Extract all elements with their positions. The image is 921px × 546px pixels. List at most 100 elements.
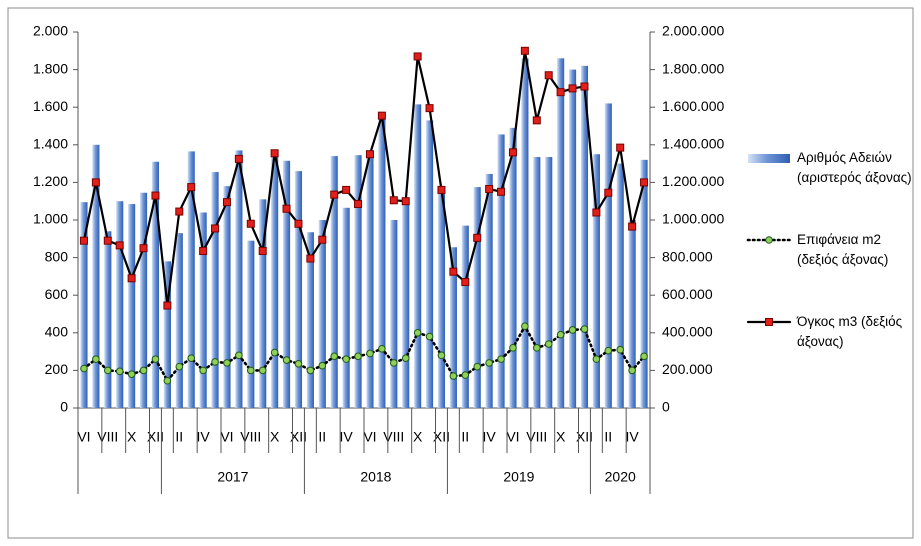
bar [628, 220, 636, 408]
marker [270, 348, 279, 357]
marker [175, 362, 184, 371]
x-tick-label: II [318, 429, 326, 445]
x-tick-label: II [461, 429, 469, 445]
x-tick-label: X [556, 429, 566, 445]
bar [485, 173, 493, 408]
marker [640, 352, 648, 361]
marker [425, 332, 434, 341]
y2-tick-label: 1.600.000 [662, 98, 724, 114]
marker [103, 366, 112, 375]
bar [211, 172, 219, 408]
marker [258, 366, 267, 375]
bar [199, 212, 207, 408]
y-tick-label: 600 [45, 286, 69, 302]
marker [497, 355, 505, 363]
marker [91, 178, 100, 187]
x-tick-label: IV [626, 429, 640, 445]
marker [342, 355, 350, 363]
marker [628, 366, 636, 375]
bar [425, 120, 434, 409]
marker [270, 149, 279, 158]
x-tick-label: XII [290, 429, 307, 445]
marker [92, 355, 100, 363]
x-tick-label: XII [576, 429, 593, 445]
marker [628, 222, 637, 231]
y-tick-label: 1.800 [33, 60, 68, 76]
marker [163, 301, 172, 310]
x-tick-label: VIII [240, 429, 261, 445]
x-tick-label: X [413, 429, 423, 445]
bar [128, 204, 136, 408]
marker [449, 267, 458, 276]
marker [139, 244, 148, 253]
legend-marker [765, 236, 773, 244]
y-tick-label: 0 [60, 399, 68, 415]
y2-tick-label: 0 [662, 399, 670, 415]
marker [318, 361, 327, 370]
x-tick-label: XII [433, 429, 450, 445]
x-tick-label: IV [340, 429, 354, 445]
y2-tick-label: 600.000 [662, 286, 713, 302]
legend-label: Αριθμός Αδειών (αριστερός άξονας) [797, 150, 912, 185]
marker [437, 351, 446, 360]
bar [521, 58, 529, 408]
marker [568, 84, 577, 93]
marker [151, 355, 160, 363]
marker [604, 188, 613, 197]
marker [235, 351, 243, 360]
marker [616, 143, 625, 152]
x-group-label: 2018 [360, 469, 391, 485]
marker [413, 52, 422, 61]
marker [377, 111, 386, 120]
marker [556, 330, 565, 339]
bar [580, 65, 589, 408]
marker [306, 366, 315, 375]
bar [461, 225, 469, 408]
bar [414, 104, 422, 408]
marker [294, 219, 303, 228]
legend-marker [765, 318, 773, 326]
marker [151, 191, 160, 200]
bar [354, 155, 362, 408]
bar [390, 220, 398, 408]
marker [580, 325, 589, 333]
marker [222, 198, 231, 207]
marker [532, 116, 541, 125]
marker [258, 247, 267, 256]
marker [199, 366, 207, 375]
marker [211, 358, 219, 366]
marker [282, 356, 291, 364]
bar [616, 163, 624, 408]
bar [533, 157, 541, 408]
marker [616, 345, 625, 354]
x-tick-label: VI [220, 429, 233, 445]
marker [389, 359, 398, 367]
marker [187, 354, 196, 362]
legend-label: Όγκος m3 (δεξιός άξονας) [797, 314, 903, 349]
marker [592, 208, 601, 217]
bar [235, 150, 243, 408]
bar [402, 199, 410, 408]
marker [342, 185, 351, 194]
bar [139, 192, 148, 408]
marker [175, 207, 184, 216]
bar [223, 186, 231, 408]
marker [473, 233, 482, 242]
marker [211, 224, 220, 233]
x-tick-label: VIII [97, 429, 118, 445]
marker [556, 88, 565, 97]
bar [318, 220, 326, 408]
x-tick-label: IV [197, 429, 211, 445]
bar [92, 144, 100, 409]
marker [330, 190, 339, 199]
bar [473, 187, 481, 408]
marker [485, 184, 494, 193]
marker [330, 352, 339, 361]
y2-tick-label: 2.000.000 [662, 23, 724, 39]
marker [103, 236, 112, 245]
bar [497, 134, 505, 408]
y-tick-label: 1.200 [33, 173, 68, 189]
marker [401, 354, 410, 362]
bar [104, 231, 112, 408]
marker [461, 278, 470, 287]
